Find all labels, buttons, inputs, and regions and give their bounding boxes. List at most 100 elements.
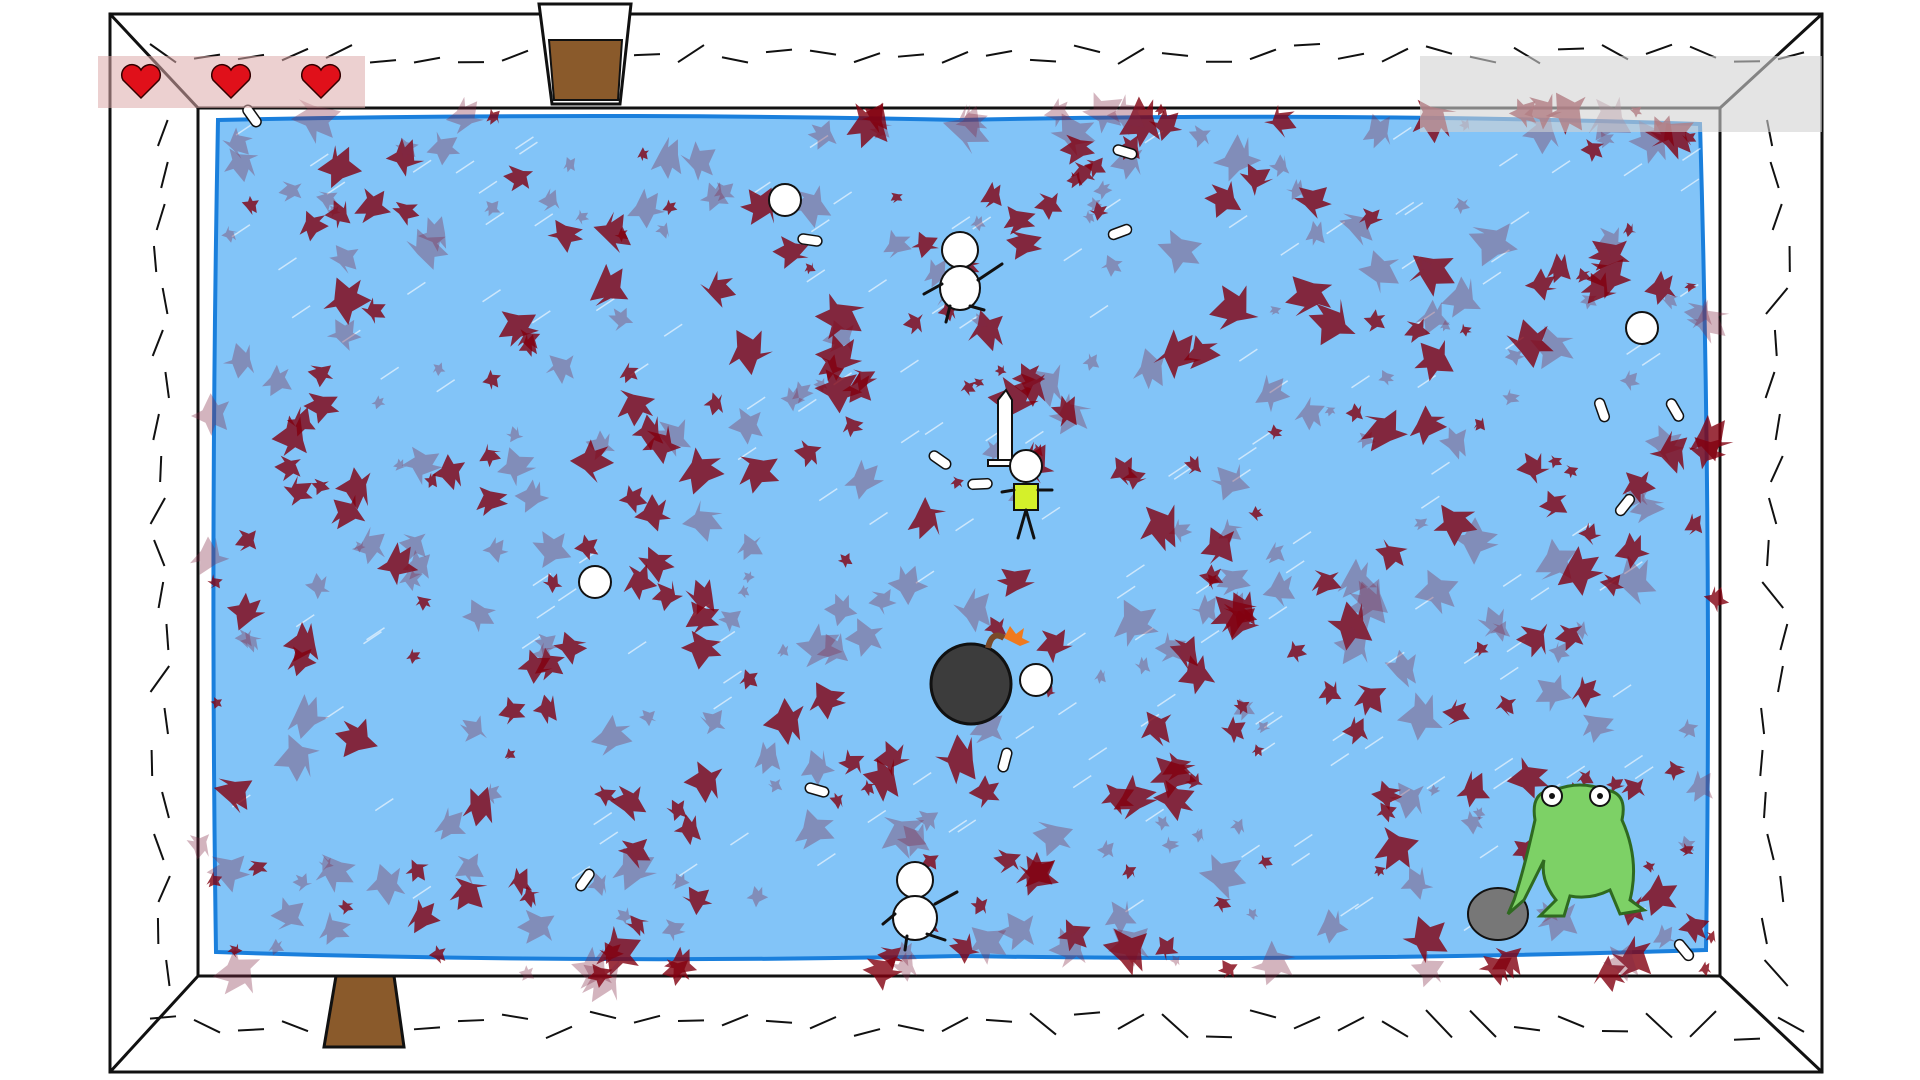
hatch [413,56,441,64]
hatch [1249,48,1277,61]
blood-splat [639,710,657,727]
blood-splat [1205,574,1220,587]
blood-splat [354,188,391,224]
blood-splat [868,589,897,615]
blood-splat [1265,541,1285,564]
blood-splat [638,546,675,583]
blood-splat [829,792,843,810]
blood-splat [1678,913,1710,944]
streak [1067,632,1086,646]
blood-splat [1705,930,1716,944]
blood-splat [1575,268,1592,283]
blood-splat [1593,955,1626,992]
hatch [151,329,164,357]
streak [1126,564,1145,578]
blood-splat [838,749,865,775]
blood-splat [395,137,419,161]
blood-splat [569,439,615,483]
blood-splat [703,392,723,416]
blood-splat [1104,900,1137,935]
blood-splat [655,222,669,239]
blood-splat [1683,298,1712,329]
streak [235,122,255,136]
blood-splat [1209,285,1259,330]
blood-splat [1162,752,1192,781]
blood-splat [1459,323,1472,337]
blood-splat [1013,373,1046,407]
blood-splat [682,886,713,916]
blood-splat [498,311,539,347]
hatch [193,1018,221,1034]
streak [1364,736,1384,750]
blood-splat [1603,942,1639,982]
blood-splat [1248,506,1264,522]
hatch [765,48,793,54]
blood-splat [1607,555,1657,605]
blood-splat [1686,770,1713,802]
streak [1125,899,1144,913]
blood-splat [329,245,359,274]
streak [1551,160,1571,174]
blood-splat [683,761,723,803]
blood-splat [1286,640,1308,663]
blood-splat [740,187,775,225]
blood-splat [980,181,1002,208]
blood-splat [226,592,266,631]
streak [1682,147,1701,161]
streak [809,134,829,149]
streak [1414,596,1434,610]
hatch [1645,1012,1673,1039]
hatch [677,44,705,64]
blood-splat [1433,504,1478,547]
blood-splat [1339,213,1376,246]
blood-splat [793,440,822,468]
blood-splat [1106,94,1147,136]
blood-splat [1409,405,1448,446]
blood-splat [890,192,903,204]
streak [1252,431,1271,445]
blood-splat [1679,843,1694,857]
blood-splat [1402,916,1448,964]
streak [374,797,394,812]
hatch [897,53,925,58]
blood-splat [1516,452,1550,484]
blood-splat [335,718,378,758]
streak [951,216,971,230]
blood-splat [393,458,407,471]
hatch [1759,749,1764,777]
blood-splat [1308,298,1356,346]
blood-splat [896,823,930,857]
streak [1385,651,1405,665]
hatch [501,49,529,62]
blood-splat [1342,716,1368,745]
blood-splat [428,945,446,964]
blood-splat [248,860,268,877]
blood-splat [1397,692,1443,741]
streak [412,885,432,900]
blood-splat [650,136,682,179]
blood-splat [1678,718,1699,739]
blood-splat [268,938,285,956]
streak [955,518,974,532]
hatch [160,161,169,189]
streak [959,315,978,329]
hatch [1764,371,1776,399]
blood-splat [186,834,210,860]
blood-splat [482,369,501,390]
blood-splat [1530,325,1574,370]
blood-splat [844,459,884,500]
blood-splat [625,915,649,937]
streak [531,310,551,324]
blood-splat [996,568,1035,597]
hatch [165,959,171,987]
blood-splat [1404,318,1431,343]
blood-splat [1036,629,1073,664]
blood-splat [1456,770,1490,808]
blood-splat [762,698,804,745]
blood-splat [1571,676,1602,708]
streak [900,430,920,444]
blood-splat [1611,935,1652,977]
blood-splat [814,334,863,381]
blood-splat [590,714,633,756]
blood-splat [191,393,230,436]
